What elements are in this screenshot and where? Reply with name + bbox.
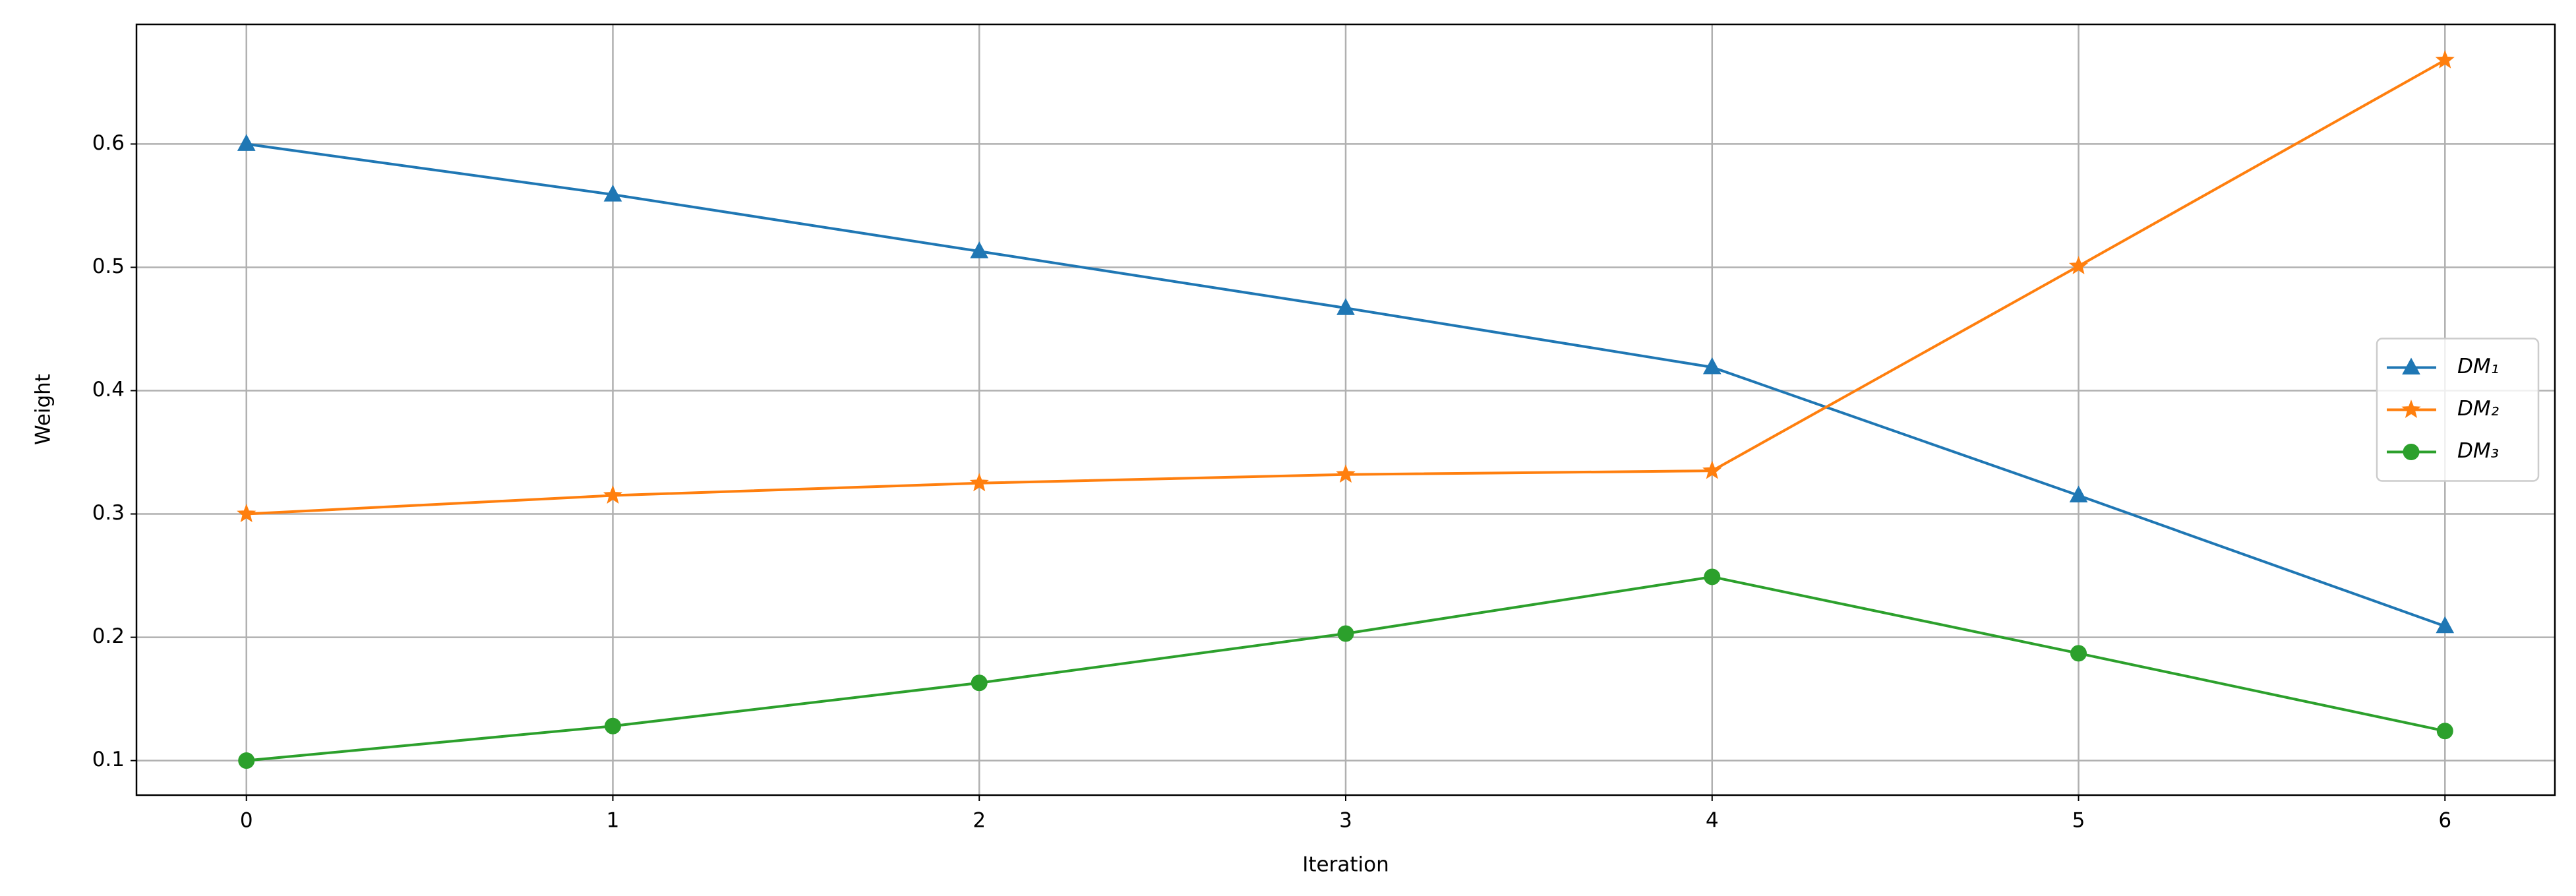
- x-tick-label: 6: [2438, 809, 2451, 833]
- marker: [2068, 256, 2089, 275]
- marker: [237, 134, 256, 151]
- x-tick-label: 2: [973, 809, 986, 833]
- marker: [603, 485, 623, 504]
- x-tick-label: 1: [607, 809, 620, 833]
- marker: [237, 504, 256, 522]
- y-tick-label: 0.5: [92, 254, 125, 278]
- legend-label: DM₃: [2457, 439, 2499, 463]
- marker: [969, 473, 989, 492]
- marker: [1336, 464, 1356, 483]
- y-tick-label: 0.4: [92, 378, 125, 402]
- marker: [2436, 616, 2455, 634]
- marker: [971, 674, 988, 692]
- x-tick-label: 5: [2072, 809, 2085, 833]
- marker: [1702, 460, 1722, 479]
- plot-frame: [135, 23, 2556, 796]
- marker: [2070, 645, 2087, 662]
- x-axis-label: Iteration: [1302, 853, 1389, 877]
- y-tick-label: 0.6: [92, 131, 125, 155]
- marker: [1336, 298, 1355, 315]
- y-tick-label: 0.3: [92, 501, 125, 525]
- y-tick-label: 0.2: [92, 624, 125, 648]
- marker: [1337, 625, 1354, 642]
- marker: [2401, 400, 2421, 418]
- marker: [1704, 568, 1721, 585]
- marker: [2402, 357, 2420, 374]
- marker: [2436, 723, 2453, 740]
- marker: [2435, 49, 2455, 69]
- marker: [604, 717, 621, 734]
- x-tick-label: 3: [1339, 809, 1352, 833]
- marker: [2069, 485, 2088, 502]
- marker: [238, 752, 255, 769]
- marker: [2403, 444, 2420, 460]
- y-axis-label: Weight: [32, 374, 55, 445]
- legend-label: DM₂: [2457, 397, 2499, 421]
- legend-label: DM₁: [2457, 355, 2499, 378]
- marker: [603, 185, 622, 202]
- x-tick-label: 0: [240, 809, 253, 833]
- x-tick-label: 4: [1706, 809, 1719, 833]
- marker: [970, 241, 989, 258]
- marker: [1702, 357, 1722, 374]
- y-tick-label: 0.1: [92, 748, 125, 771]
